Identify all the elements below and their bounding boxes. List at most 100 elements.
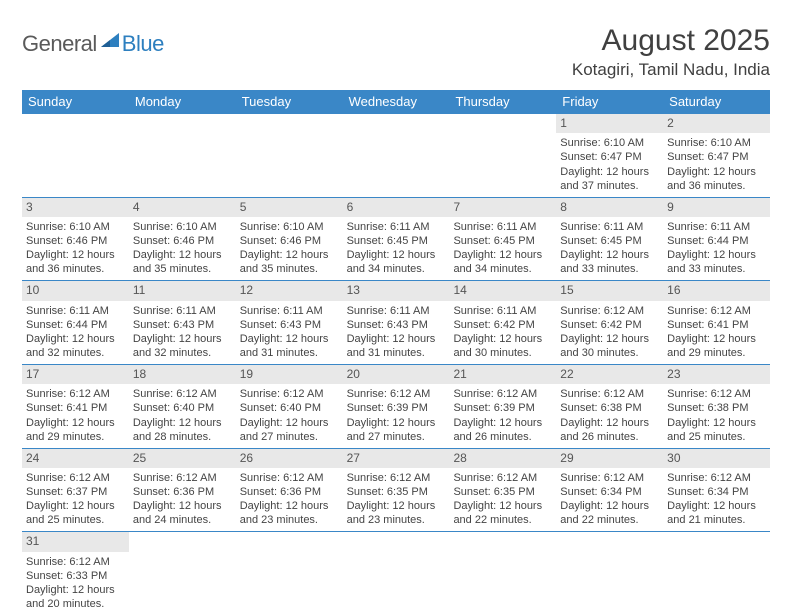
sunset-line: Sunset: 6:47 PM — [667, 150, 766, 164]
day-info: Sunrise: 6:12 AMSunset: 6:39 PMDaylight:… — [347, 387, 446, 443]
daylight-line2: and 23 minutes. — [240, 513, 339, 527]
sunrise-line: Sunrise: 6:12 AM — [667, 304, 766, 318]
calendar-day-empty — [236, 532, 343, 615]
sunset-line: Sunset: 6:35 PM — [347, 485, 446, 499]
sunrise-line: Sunrise: 6:12 AM — [133, 471, 232, 485]
sunset-line: Sunset: 6:43 PM — [347, 318, 446, 332]
calendar-day: 22Sunrise: 6:12 AMSunset: 6:38 PMDayligh… — [556, 365, 663, 448]
daylight-line2: and 35 minutes. — [240, 262, 339, 276]
calendar-week: 31Sunrise: 6:12 AMSunset: 6:33 PMDayligh… — [22, 532, 770, 615]
day-info: Sunrise: 6:12 AMSunset: 6:36 PMDaylight:… — [240, 471, 339, 527]
daylight-line1: Daylight: 12 hours — [453, 416, 552, 430]
day-info: Sunrise: 6:12 AMSunset: 6:38 PMDaylight:… — [667, 387, 766, 443]
calendar-week: 17Sunrise: 6:12 AMSunset: 6:41 PMDayligh… — [22, 365, 770, 449]
day-number: 24 — [22, 449, 129, 468]
daylight-line1: Daylight: 12 hours — [667, 499, 766, 513]
sunset-line: Sunset: 6:41 PM — [26, 401, 125, 415]
calendar-day: 27Sunrise: 6:12 AMSunset: 6:35 PMDayligh… — [343, 449, 450, 532]
sunrise-line: Sunrise: 6:12 AM — [667, 471, 766, 485]
brand-text: GeneralBlue — [22, 31, 164, 57]
sunset-line: Sunset: 6:45 PM — [453, 234, 552, 248]
sunset-line: Sunset: 6:35 PM — [453, 485, 552, 499]
sunset-line: Sunset: 6:38 PM — [667, 401, 766, 415]
sunset-line: Sunset: 6:43 PM — [240, 318, 339, 332]
daylight-line2: and 27 minutes. — [347, 430, 446, 444]
day-number: 2 — [663, 114, 770, 133]
calendar-day: 11Sunrise: 6:11 AMSunset: 6:43 PMDayligh… — [129, 281, 236, 364]
sunrise-line: Sunrise: 6:10 AM — [133, 220, 232, 234]
daylight-line1: Daylight: 12 hours — [347, 332, 446, 346]
daylight-line1: Daylight: 12 hours — [26, 499, 125, 513]
day-number: 4 — [129, 198, 236, 217]
calendar-day-empty — [129, 114, 236, 197]
day-info: Sunrise: 6:12 AMSunset: 6:40 PMDaylight:… — [240, 387, 339, 443]
day-info: Sunrise: 6:11 AMSunset: 6:43 PMDaylight:… — [240, 304, 339, 360]
daylight-line1: Daylight: 12 hours — [133, 248, 232, 262]
daylight-line1: Daylight: 12 hours — [453, 499, 552, 513]
calendar-day-empty — [449, 532, 556, 615]
page-title: August 2025 — [572, 24, 770, 58]
sunset-line: Sunset: 6:42 PM — [560, 318, 659, 332]
calendar-day: 28Sunrise: 6:12 AMSunset: 6:35 PMDayligh… — [449, 449, 556, 532]
sunrise-line: Sunrise: 6:12 AM — [560, 387, 659, 401]
sunrise-line: Sunrise: 6:12 AM — [26, 471, 125, 485]
weekday-header: Saturday — [663, 90, 770, 114]
sunset-line: Sunset: 6:34 PM — [667, 485, 766, 499]
sunrise-line: Sunrise: 6:12 AM — [347, 471, 446, 485]
calendar-day-empty — [343, 532, 450, 615]
calendar-day: 10Sunrise: 6:11 AMSunset: 6:44 PMDayligh… — [22, 281, 129, 364]
sunset-line: Sunset: 6:36 PM — [240, 485, 339, 499]
sunset-line: Sunset: 6:41 PM — [667, 318, 766, 332]
daylight-line2: and 26 minutes. — [560, 430, 659, 444]
day-info: Sunrise: 6:12 AMSunset: 6:34 PMDaylight:… — [560, 471, 659, 527]
sunrise-line: Sunrise: 6:12 AM — [453, 471, 552, 485]
day-number: 3 — [22, 198, 129, 217]
sunset-line: Sunset: 6:47 PM — [560, 150, 659, 164]
sunrise-line: Sunrise: 6:12 AM — [26, 387, 125, 401]
day-number: 5 — [236, 198, 343, 217]
sunset-line: Sunset: 6:34 PM — [560, 485, 659, 499]
day-info: Sunrise: 6:10 AMSunset: 6:47 PMDaylight:… — [560, 136, 659, 192]
daylight-line1: Daylight: 12 hours — [560, 165, 659, 179]
sunrise-line: Sunrise: 6:12 AM — [26, 555, 125, 569]
sunrise-line: Sunrise: 6:11 AM — [667, 220, 766, 234]
day-info: Sunrise: 6:11 AMSunset: 6:43 PMDaylight:… — [347, 304, 446, 360]
calendar-day: 23Sunrise: 6:12 AMSunset: 6:38 PMDayligh… — [663, 365, 770, 448]
daylight-line1: Daylight: 12 hours — [560, 499, 659, 513]
calendar-day: 15Sunrise: 6:12 AMSunset: 6:42 PMDayligh… — [556, 281, 663, 364]
sunrise-line: Sunrise: 6:10 AM — [240, 220, 339, 234]
day-number: 16 — [663, 281, 770, 300]
sunrise-line: Sunrise: 6:12 AM — [560, 471, 659, 485]
calendar-day-empty — [449, 114, 556, 197]
daylight-line1: Daylight: 12 hours — [26, 583, 125, 597]
day-number: 7 — [449, 198, 556, 217]
daylight-line2: and 31 minutes. — [347, 346, 446, 360]
day-info: Sunrise: 6:10 AMSunset: 6:46 PMDaylight:… — [240, 220, 339, 276]
sunset-line: Sunset: 6:38 PM — [560, 401, 659, 415]
sunrise-line: Sunrise: 6:10 AM — [26, 220, 125, 234]
brand-part2: Blue — [122, 31, 164, 57]
daylight-line1: Daylight: 12 hours — [560, 332, 659, 346]
day-info: Sunrise: 6:12 AMSunset: 6:40 PMDaylight:… — [133, 387, 232, 443]
sunrise-line: Sunrise: 6:11 AM — [453, 304, 552, 318]
location-subtitle: Kotagiri, Tamil Nadu, India — [572, 60, 770, 80]
daylight-line1: Daylight: 12 hours — [26, 248, 125, 262]
day-info: Sunrise: 6:11 AMSunset: 6:43 PMDaylight:… — [133, 304, 232, 360]
daylight-line2: and 32 minutes. — [133, 346, 232, 360]
daylight-line2: and 34 minutes. — [453, 262, 552, 276]
daylight-line2: and 22 minutes. — [453, 513, 552, 527]
daylight-line1: Daylight: 12 hours — [133, 416, 232, 430]
calendar-day: 17Sunrise: 6:12 AMSunset: 6:41 PMDayligh… — [22, 365, 129, 448]
sunset-line: Sunset: 6:43 PM — [133, 318, 232, 332]
calendar-day: 13Sunrise: 6:11 AMSunset: 6:43 PMDayligh… — [343, 281, 450, 364]
day-info: Sunrise: 6:10 AMSunset: 6:47 PMDaylight:… — [667, 136, 766, 192]
weekday-header: Wednesday — [343, 90, 450, 114]
daylight-line2: and 25 minutes. — [26, 513, 125, 527]
daylight-line2: and 36 minutes. — [667, 179, 766, 193]
day-number: 19 — [236, 365, 343, 384]
daylight-line1: Daylight: 12 hours — [453, 248, 552, 262]
day-info: Sunrise: 6:11 AMSunset: 6:45 PMDaylight:… — [347, 220, 446, 276]
day-info: Sunrise: 6:12 AMSunset: 6:36 PMDaylight:… — [133, 471, 232, 527]
sunrise-line: Sunrise: 6:11 AM — [240, 304, 339, 318]
calendar-week: 3 Sunrise: 6:10 AMSunset: 6:46 PMDaylight… — [22, 198, 770, 282]
